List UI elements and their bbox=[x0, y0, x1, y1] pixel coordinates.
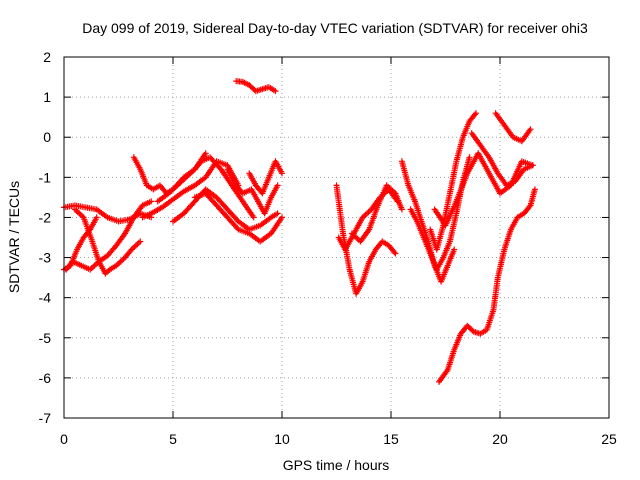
series-arc-19 bbox=[431, 150, 536, 229]
y-tick-label: 2 bbox=[43, 49, 51, 65]
data-point bbox=[391, 249, 398, 256]
data-point bbox=[250, 214, 257, 221]
x-tick-label: 15 bbox=[383, 431, 399, 447]
data-point bbox=[471, 111, 478, 118]
data-point bbox=[279, 214, 285, 221]
x-tick-label: 25 bbox=[601, 431, 617, 447]
data-point bbox=[451, 246, 458, 253]
data-point bbox=[274, 210, 281, 217]
y-tick-label: -5 bbox=[39, 330, 52, 346]
series-arc-12 bbox=[233, 78, 279, 95]
data-points bbox=[61, 78, 538, 385]
x-tick-label: 20 bbox=[492, 431, 508, 447]
chart-title: Day 099 of 2019, Sidereal Day-to-day VTE… bbox=[82, 20, 588, 36]
data-point bbox=[527, 126, 534, 133]
y-tick-label: -1 bbox=[39, 169, 52, 185]
x-axis-label: GPS time / hours bbox=[283, 457, 390, 473]
data-point bbox=[148, 198, 155, 205]
data-point bbox=[274, 182, 281, 189]
series-arc-18 bbox=[427, 110, 479, 253]
grid-lines bbox=[64, 57, 609, 418]
series-arc-04 bbox=[71, 206, 144, 277]
data-point bbox=[398, 206, 405, 213]
data-point bbox=[473, 110, 479, 117]
series-arc-21 bbox=[492, 110, 534, 145]
series-arc-11 bbox=[246, 158, 285, 197]
data-point bbox=[137, 238, 144, 245]
series-arc-08 bbox=[170, 186, 281, 233]
data-point bbox=[202, 150, 209, 157]
y-tick-label: -2 bbox=[39, 209, 52, 225]
data-point bbox=[526, 203, 533, 210]
y-tick-label: -6 bbox=[39, 370, 52, 386]
series-arc-09 bbox=[191, 190, 285, 245]
y-tick-label: 0 bbox=[43, 129, 51, 145]
series-arc-10 bbox=[224, 166, 281, 217]
series-arc-13 bbox=[333, 182, 399, 297]
y-tick-label: -7 bbox=[39, 410, 52, 426]
x-tick-label: 10 bbox=[274, 431, 290, 447]
y-tick-labels: -7 -6 -5 -4 -3 -2 -1 0 1 2 bbox=[39, 49, 52, 426]
data-point bbox=[466, 154, 473, 161]
data-point bbox=[531, 186, 538, 193]
y-axis-label: SDTVAR / TECUs bbox=[6, 181, 22, 293]
data-point bbox=[279, 170, 285, 177]
x-tick-labels: 0 5 10 15 20 25 bbox=[60, 431, 617, 447]
y-tick-label: -4 bbox=[39, 290, 52, 306]
data-point bbox=[272, 88, 279, 95]
data-point bbox=[392, 250, 399, 257]
y-tick-label: 1 bbox=[43, 89, 51, 105]
plot-frame bbox=[63, 56, 610, 419]
series-arc-16 bbox=[398, 158, 458, 285]
series-arc-20 bbox=[468, 130, 536, 189]
x-tick-label: 0 bbox=[60, 431, 68, 447]
series-arc-07 bbox=[154, 154, 257, 221]
data-point bbox=[529, 162, 536, 169]
y-tick-label: -3 bbox=[39, 250, 52, 266]
series-arc-15 bbox=[348, 182, 405, 245]
x-tick-label: 5 bbox=[169, 431, 177, 447]
data-point bbox=[93, 214, 100, 221]
series-arc-22 bbox=[436, 186, 538, 385]
